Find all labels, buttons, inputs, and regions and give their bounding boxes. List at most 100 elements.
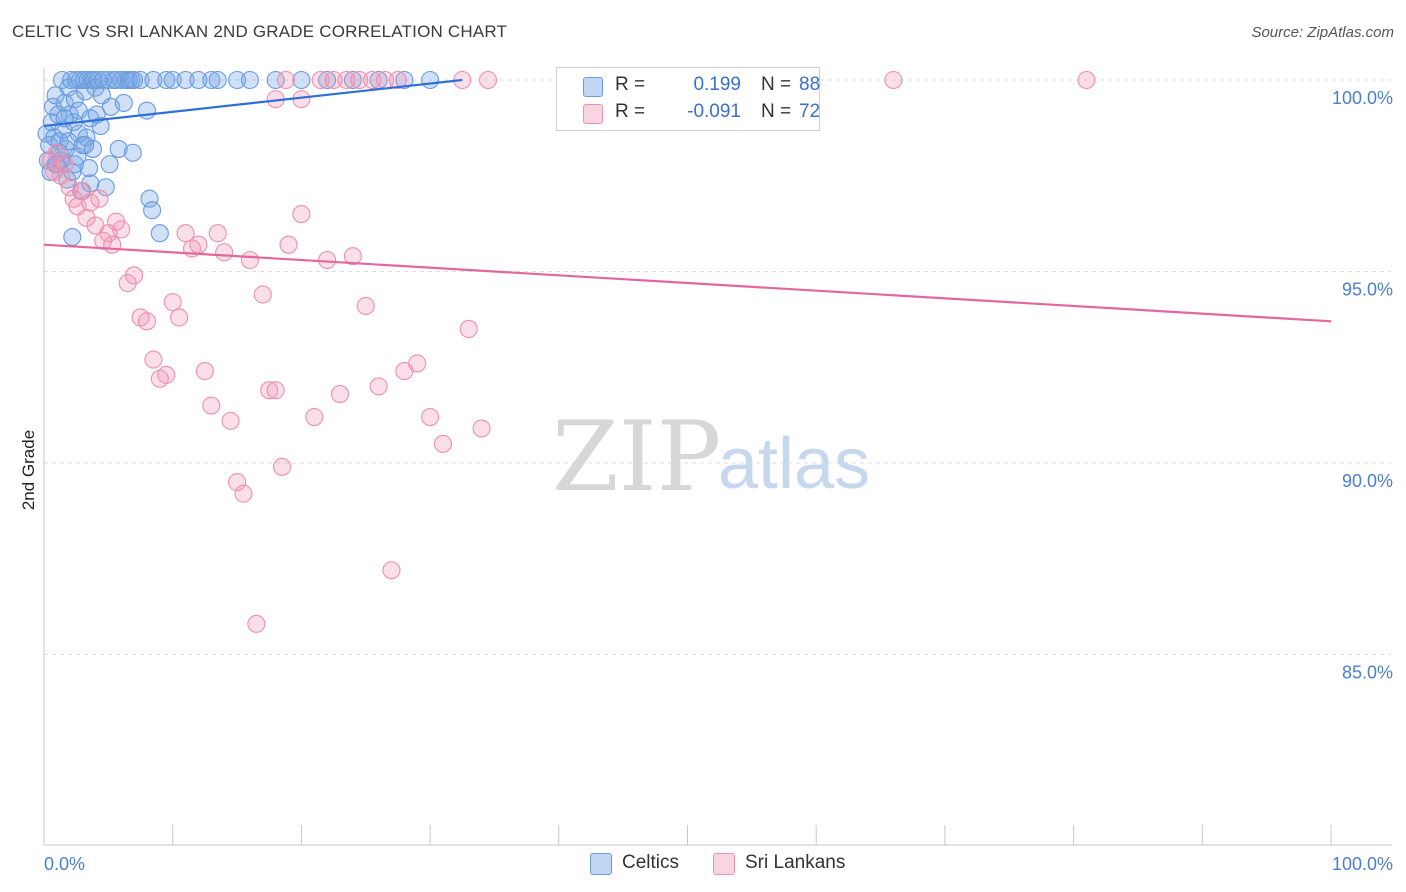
celtics-point	[318, 70, 337, 90]
celtics-point	[109, 139, 128, 158]
celtics-point	[137, 101, 157, 120]
sri-lankans-point	[279, 235, 298, 254]
sri-lankans-point	[163, 293, 182, 312]
sri-lankans-point	[137, 312, 157, 331]
celtics-point	[89, 70, 108, 90]
sri-lankans-point	[363, 70, 382, 90]
celtics-swatch	[583, 77, 603, 97]
n-label: N =	[761, 74, 792, 95]
sri-lankans-point	[189, 235, 208, 254]
sri-lankans-point	[228, 473, 247, 492]
sri-lankans-point	[472, 419, 491, 438]
x-tick-label: 100.0%	[1332, 854, 1393, 874]
celtics-legend-swatch	[590, 853, 612, 875]
sri-lankans-point	[459, 319, 478, 339]
celtics-point	[92, 86, 111, 105]
celtics-point	[157, 70, 176, 90]
celtics-point	[266, 70, 285, 90]
celtics-point	[96, 178, 115, 197]
gridlines	[44, 79, 1391, 655]
n-label: N =	[761, 101, 792, 122]
celtics-point	[163, 70, 182, 90]
sri-lankans-point	[388, 70, 407, 90]
celtics-point	[65, 90, 84, 109]
sri-lankans-point	[356, 296, 375, 316]
r-value: -0.091	[687, 101, 741, 122]
celtics-point	[240, 70, 259, 90]
celtics-point	[176, 70, 195, 90]
sri-lankans-point	[247, 614, 266, 633]
celtics-point	[208, 70, 227, 90]
sri-lankans-point	[103, 235, 122, 254]
sri-lankans-point	[292, 205, 311, 224]
sri-lankans-point	[195, 362, 214, 381]
celtics-point	[59, 132, 78, 151]
celtics-point	[94, 70, 113, 90]
sri-lankans-point	[311, 70, 330, 90]
celtics-point	[99, 70, 118, 90]
r-label: R =	[615, 74, 646, 95]
y-tick-labels: 100.0% 95.0% 90.0% 85.0%	[1332, 88, 1393, 683]
sri-lankans-trend-line	[43, 243, 1332, 323]
sri-lankans-point	[408, 354, 427, 373]
sri-lankans-point	[421, 407, 440, 427]
sri-lankans-point	[382, 561, 401, 580]
celtics-point	[100, 155, 119, 174]
trend-lines	[43, 78, 1332, 323]
celtics-point	[343, 70, 362, 90]
stats-legend: R = 0.199 N = 88 R = -0.091 N = 72	[556, 67, 820, 131]
sri-lankans-point	[112, 220, 131, 239]
celtics-point	[144, 70, 163, 90]
celtics-point	[395, 70, 414, 90]
sri-lankans-point	[240, 250, 259, 270]
sri-lankans-point	[330, 385, 350, 404]
celtics-point	[143, 201, 162, 220]
sri-lankans-point	[305, 407, 324, 427]
celtics-point	[131, 70, 150, 90]
sri-lankans-point	[318, 250, 337, 270]
celtics-point	[76, 136, 95, 155]
celtics-point	[150, 224, 169, 243]
sri-lankans-point	[157, 365, 176, 384]
celtics-point	[65, 155, 84, 174]
n-value: 88	[799, 74, 821, 95]
y-tick-label: 100.0%	[1332, 88, 1393, 108]
sri-lankans-point	[125, 266, 144, 285]
sri-lankans-point	[176, 224, 195, 243]
celtics-point	[78, 70, 97, 90]
sri-lankans-point	[144, 350, 163, 369]
sri-lankans-point	[884, 70, 903, 90]
n-value: 72	[799, 101, 821, 122]
sri-lankans-legend-label: Sri Lankans	[745, 852, 846, 873]
sri-lankans-point	[81, 193, 100, 212]
celtics-point	[91, 116, 110, 136]
sri-lankans-point	[202, 396, 221, 415]
y-tick-label: 95.0%	[1342, 280, 1393, 300]
chart-title: CELTIC VS SRI LANKAN 2ND GRADE CORRELATI…	[12, 22, 508, 41]
celtics-point	[69, 124, 88, 143]
celtics-point	[421, 70, 440, 90]
sri-lankans-point	[369, 377, 388, 396]
sri-lankans-point	[260, 381, 279, 400]
r-value: 0.199	[693, 74, 741, 95]
x-tick-label: 0.0%	[44, 854, 85, 874]
sri-lankans-point	[350, 70, 369, 90]
y-tick-label: 90.0%	[1342, 471, 1393, 491]
data-points	[37, 70, 1096, 633]
celtics-point	[79, 159, 99, 178]
sri-lankans-point	[337, 70, 356, 90]
sri-lankans-point	[208, 224, 227, 243]
sri-lankans-point	[1077, 70, 1096, 90]
celtics-point	[81, 174, 100, 193]
celtics-trend-line	[43, 78, 463, 128]
y-tick-label: 85.0%	[1342, 663, 1393, 683]
celtics-legend-label: Celtics	[622, 852, 680, 873]
y-axis-label: 2nd Grade	[19, 430, 38, 510]
watermark: ZIP atlas	[552, 401, 870, 513]
sri-lankans-point	[324, 70, 343, 90]
celtics-point	[292, 70, 311, 90]
celtics-point	[228, 70, 247, 90]
sri-lankans-legend-swatch	[713, 853, 735, 875]
celtics-point	[123, 143, 142, 162]
